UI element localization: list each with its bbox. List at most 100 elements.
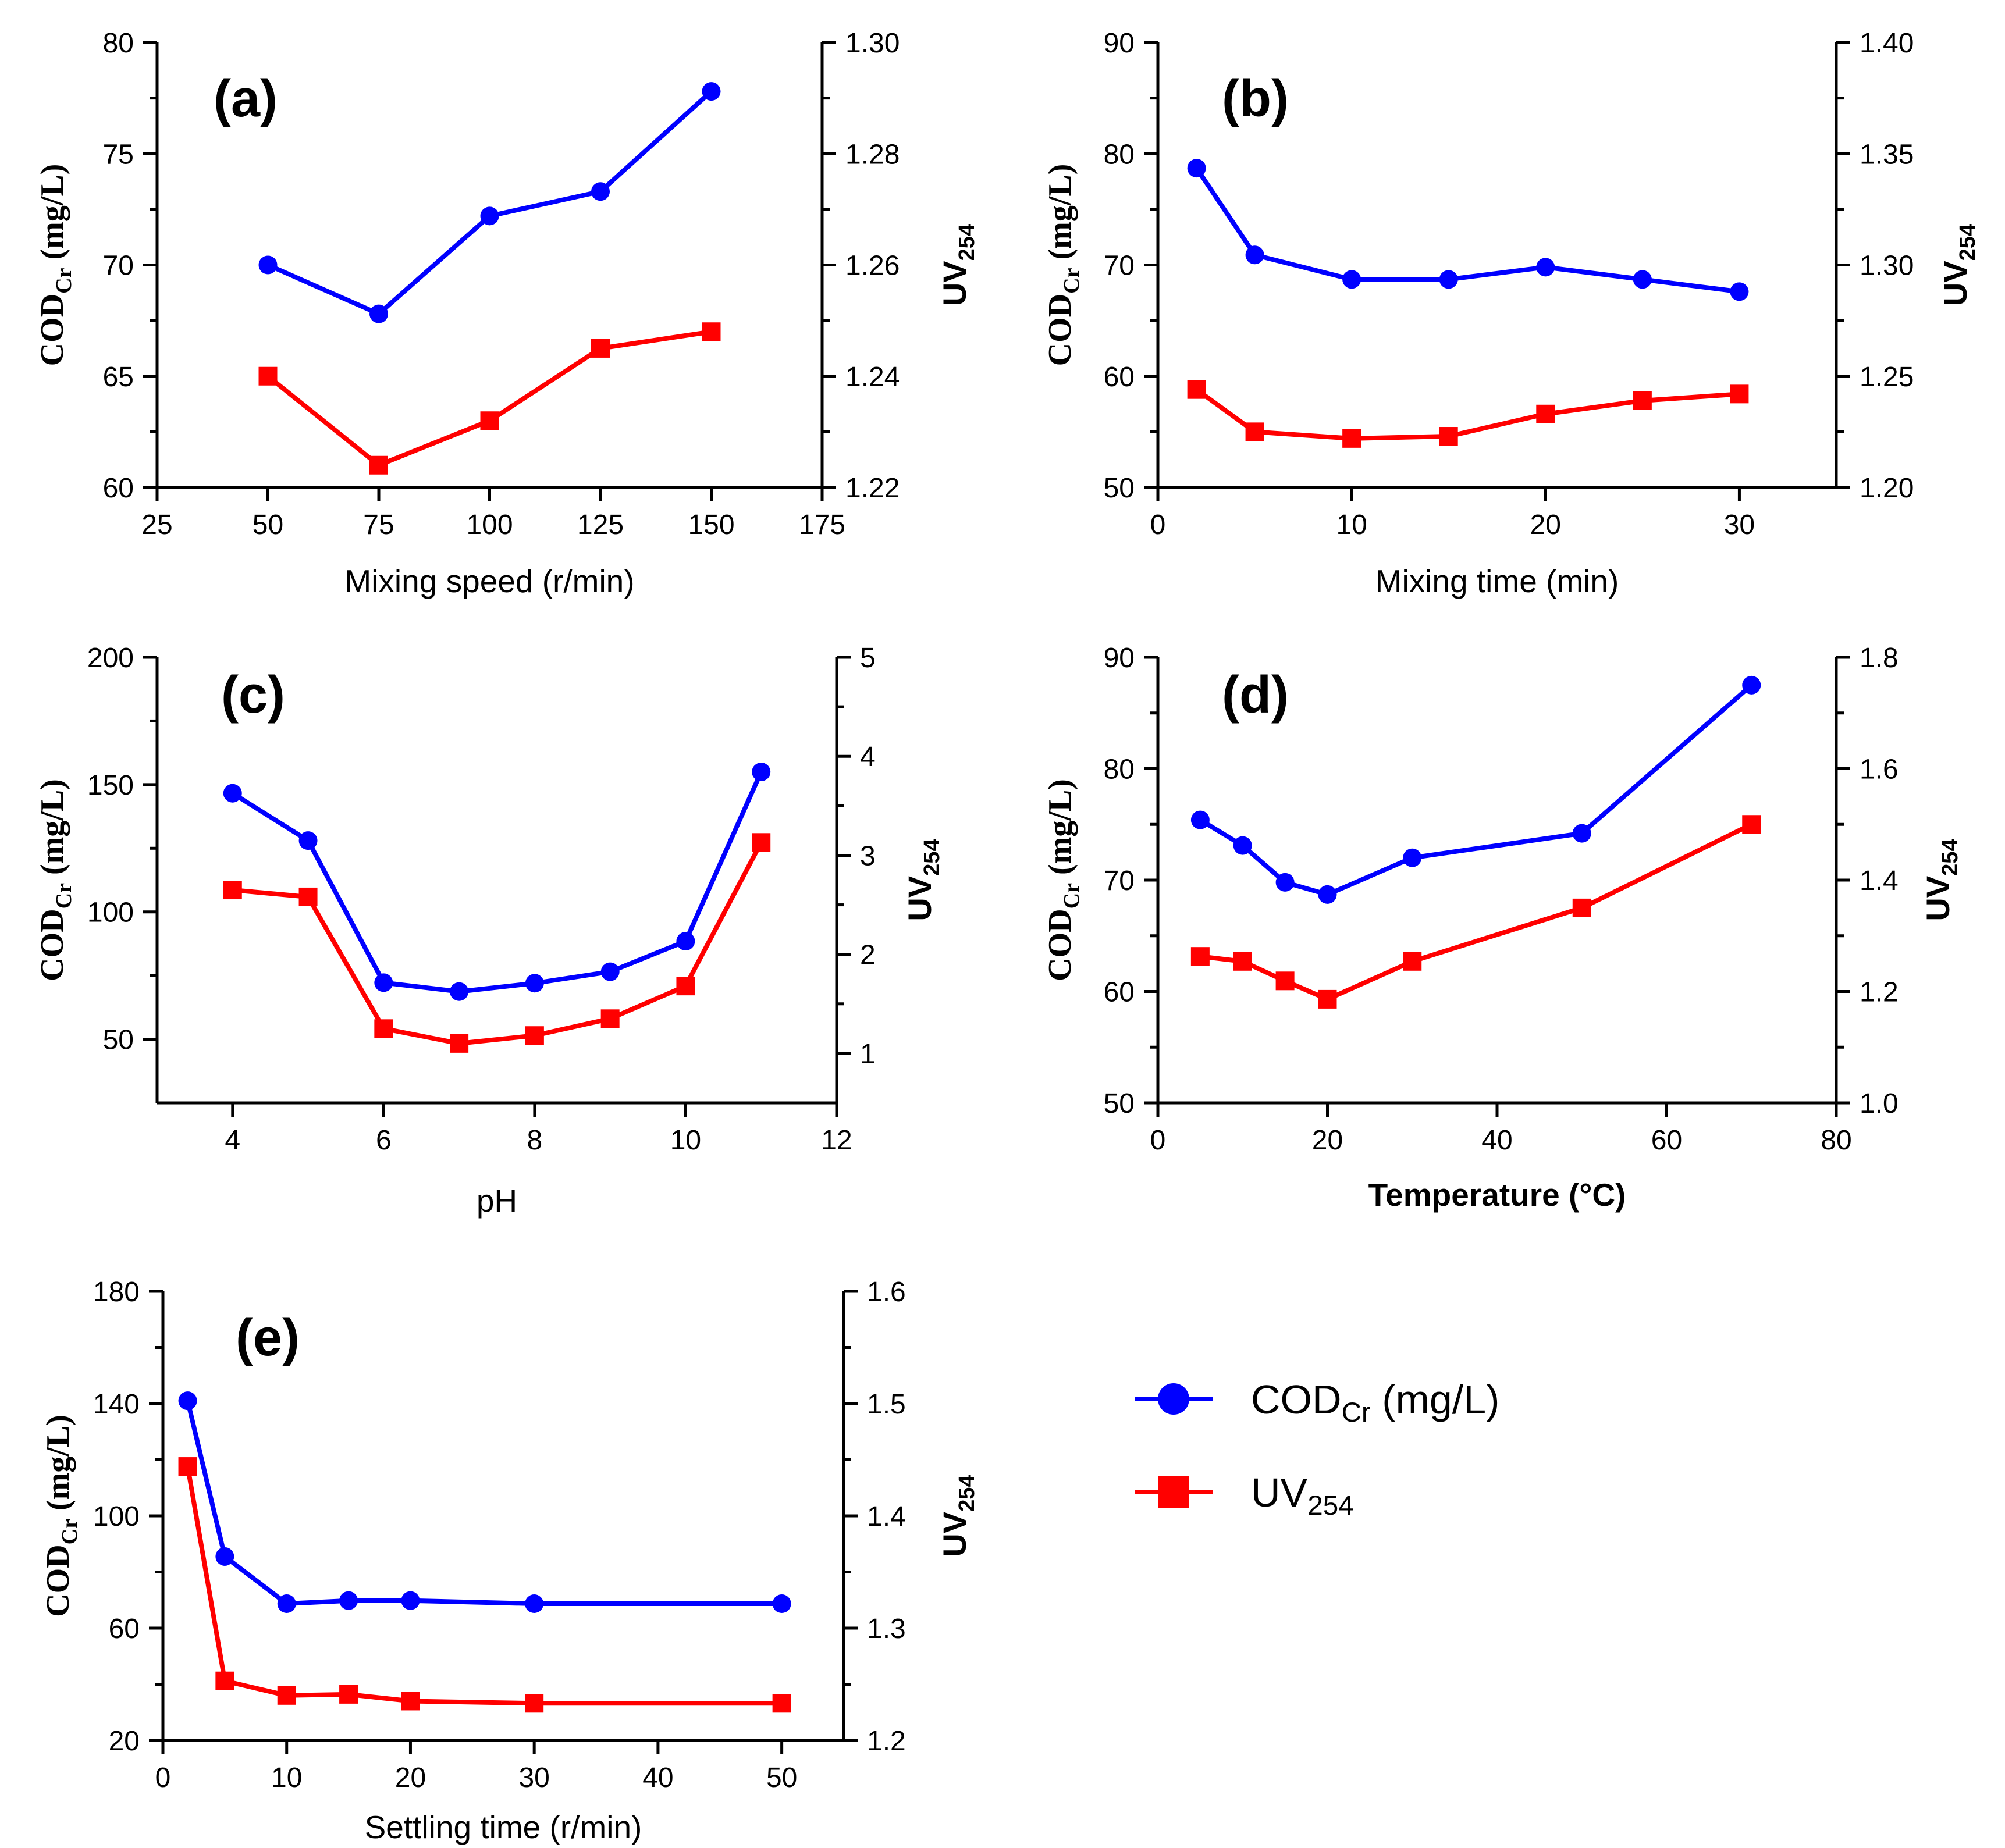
y2-tick-label-e: 1.3: [867, 1614, 906, 1644]
cod-point-e: [772, 1594, 791, 1614]
uv-point-a: [480, 411, 499, 430]
uv-point-d: [1275, 971, 1295, 991]
y-tick-label-b: 70: [1104, 251, 1135, 282]
cod-point-d: [1275, 873, 1295, 892]
y-axis-title-d: CODCr (mg/L): [1042, 779, 1084, 981]
uv-point-e: [401, 1692, 420, 1711]
y2-axis-title-b: UV254: [1937, 224, 1980, 306]
uv-line-e: [185, 1466, 782, 1706]
cod-point-d: [1190, 810, 1210, 829]
uv-point-e: [178, 1457, 197, 1476]
y-tick-label-d: 50: [1104, 1088, 1135, 1119]
x-axis-title-b: Mixing time (min): [1375, 563, 1619, 599]
panel-b: 0 10 20 30 50 60 70 80 90 1.20 1.25 1.30 1.35 1.40 (b)…: [1042, 28, 1980, 599]
y2-tick-label-a: 1.28: [845, 139, 900, 170]
cod-point-b: [1342, 270, 1361, 289]
y-axis-title-b: CODCr (mg/L): [1042, 164, 1084, 366]
x-axis-title-d: Temperature (°C): [1368, 1177, 1626, 1213]
y2-tick-label-b: 1.30: [1860, 251, 1914, 282]
cod-point-d: [1403, 848, 1422, 867]
y2-tick-label-a: 1.22: [845, 473, 900, 504]
y-tick-label-e: 140: [93, 1389, 140, 1420]
y2-tick-label-e: 1.4: [867, 1501, 906, 1532]
uv-point-d: [1403, 952, 1422, 971]
x-tick-label-b: 0: [1150, 510, 1166, 540]
panel-e: 0 10 20 30 40 50 20 60 100 140 180 1.2 1.3 1.4 1.5 1.6 (…: [40, 1277, 979, 1845]
x-tick-label-a: 50: [253, 510, 283, 540]
y2-tick-label-d: 1.0: [1860, 1088, 1899, 1119]
y2-tick-label-e: 1.2: [867, 1726, 906, 1757]
y-axis-title-a: CODCr (mg/L): [34, 164, 76, 366]
y-tick-label-c: 150: [87, 770, 134, 801]
cod-line-b: [1195, 166, 1740, 294]
x-tick-label-d: 40: [1481, 1125, 1512, 1156]
uv-point-c: [676, 977, 695, 996]
cod-point-b: [1439, 270, 1458, 289]
uv-point-b: [1245, 422, 1264, 441]
cod-point-a: [480, 206, 499, 226]
y2-tick-label-b: 1.35: [1860, 139, 1914, 170]
uv-point-e: [215, 1671, 234, 1690]
y2-tick-label-c: 1: [860, 1039, 876, 1070]
cod-line-c: [231, 771, 763, 994]
y2-tick-label-b: 1.25: [1860, 362, 1914, 393]
y-tick-label-b: 90: [1104, 28, 1135, 59]
y-tick-label-e: 60: [109, 1614, 140, 1644]
y-tick-label-d: 80: [1104, 754, 1135, 785]
cod-point-d: [1318, 885, 1337, 904]
x-tick-label-a: 150: [688, 510, 734, 540]
uv-point-c: [374, 1019, 393, 1038]
y2-tick-label-e: 1.6: [867, 1277, 906, 1308]
uv-line-c: [232, 841, 763, 1046]
cod-point-a: [591, 182, 610, 201]
cod-point-b: [1245, 245, 1264, 265]
cod-point-e: [401, 1591, 420, 1610]
y2-tick-label-c: 4: [860, 742, 876, 772]
cod-point-b: [1187, 159, 1206, 178]
x-tick-label-b: 20: [1530, 510, 1561, 540]
panel-label-b: (b): [1222, 70, 1289, 128]
x-tick-label-a: 25: [141, 510, 172, 540]
panel-d: 0 20 40 60 80 50 60 70 80 90 1.0 1.2 1.4 1.6 1.8 (d) Tem…: [1042, 643, 1963, 1213]
x-axis-title-a: Mixing speed (r/min): [344, 563, 634, 599]
x-tick-label-c: 12: [821, 1125, 852, 1156]
legend-uv-marker: [1158, 1476, 1189, 1508]
y-tick-label-a: 65: [103, 362, 134, 393]
uv-point-b: [1633, 391, 1652, 410]
x-tick-label-d: 20: [1312, 1125, 1343, 1156]
cod-point-e: [277, 1594, 296, 1614]
uv-point-d: [1572, 898, 1591, 917]
cod-point-b: [1730, 282, 1749, 301]
panel-label-e: (e): [236, 1309, 300, 1367]
y-tick-label-e: 20: [109, 1726, 140, 1757]
cod-point-b: [1536, 258, 1555, 277]
cod-point-c: [676, 932, 695, 951]
legend-uv-label: UV254: [1251, 1470, 1354, 1521]
x-tick-label-b: 30: [1724, 510, 1755, 540]
cod-point-e: [525, 1594, 544, 1614]
y-tick-label-c: 200: [87, 643, 134, 674]
y2-tick-label-d: 1.4: [1860, 866, 1899, 896]
panel-label-a: (a): [214, 70, 278, 128]
y2-tick-label-d: 1.2: [1860, 977, 1899, 1008]
y2-tick-label-b: 1.20: [1860, 473, 1914, 504]
y2-tick-label-a: 1.30: [845, 28, 900, 59]
y-tick-label-a: 75: [103, 139, 134, 170]
y-tick-label-d: 90: [1104, 643, 1135, 674]
x-tick-label-e: 40: [642, 1762, 673, 1793]
y-tick-label-d: 60: [1104, 977, 1135, 1008]
uv-line-b: [1195, 387, 1740, 441]
uv-point-b: [1187, 380, 1206, 399]
x-tick-label-a: 100: [466, 510, 513, 540]
x-axis-title-c: pH: [477, 1183, 517, 1219]
panel-label-d: (d): [1222, 666, 1289, 724]
cod-point-d: [1572, 824, 1591, 843]
panel-label-c: (c): [221, 666, 285, 724]
legend: CODCr (mg/L) UV254: [1135, 1377, 1500, 1521]
y2-tick-label-a: 1.26: [845, 251, 900, 282]
y-axis-title-e: CODCr (mg/L): [40, 1415, 82, 1617]
uv-point-c: [298, 887, 318, 906]
cod-point-c: [298, 831, 318, 850]
x-tick-label-e: 0: [155, 1762, 171, 1793]
